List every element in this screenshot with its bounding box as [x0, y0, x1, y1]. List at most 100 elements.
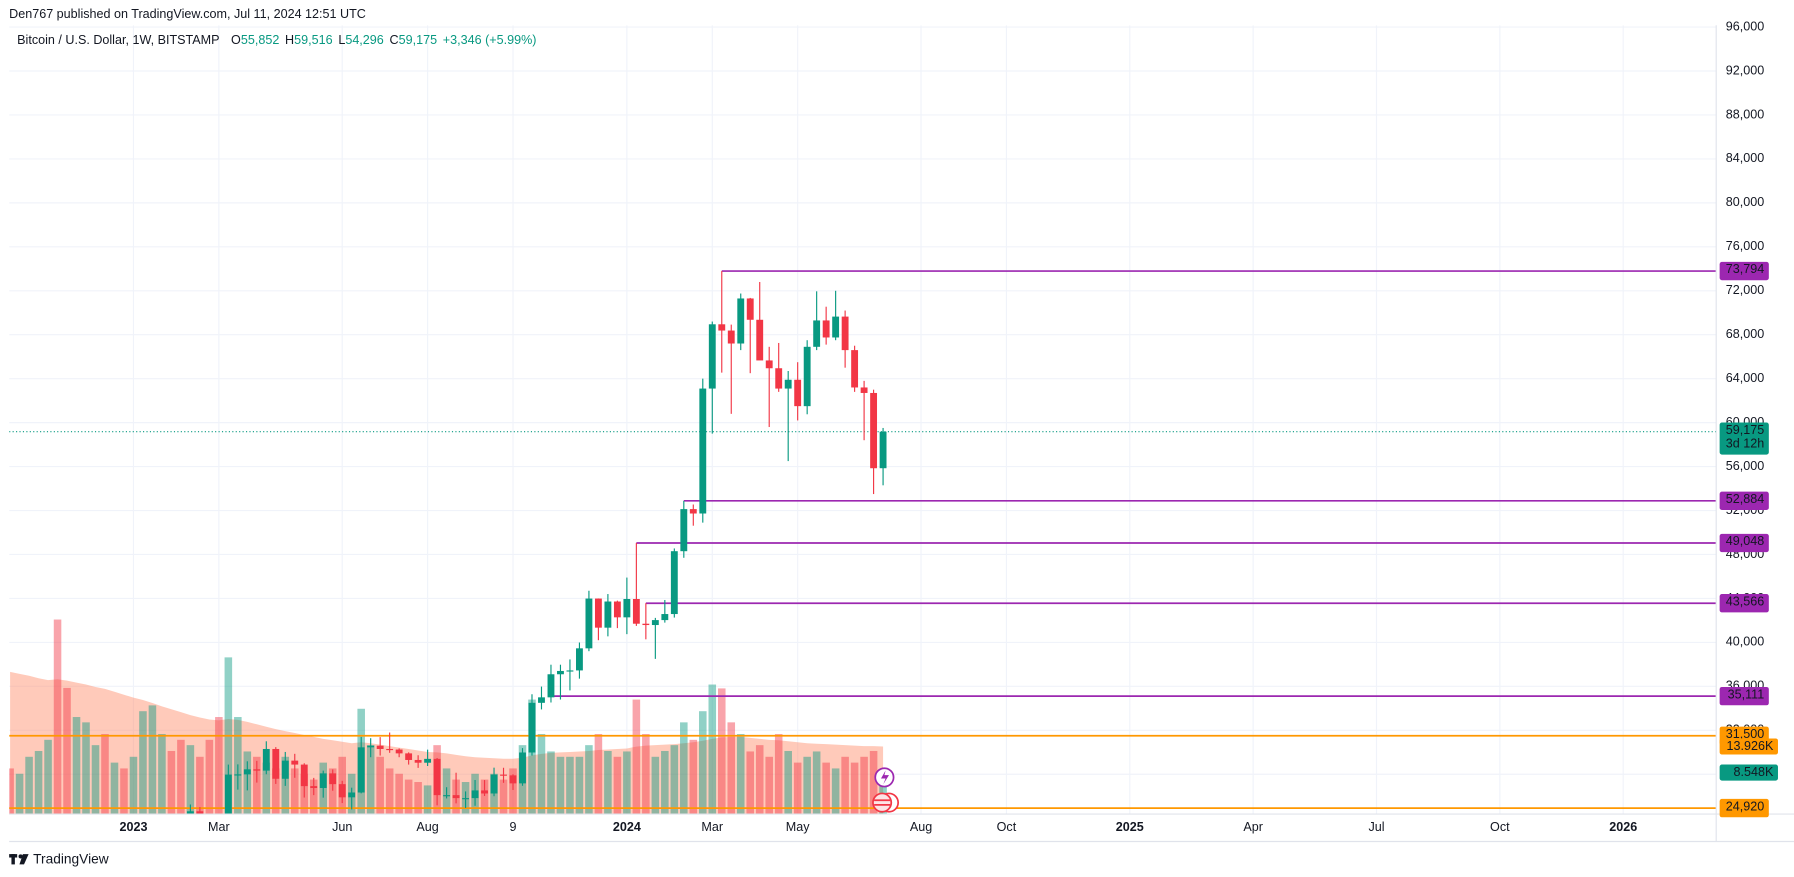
- candle-body: [765, 360, 773, 369]
- volume-bar: [784, 750, 792, 815]
- level-box: [1719, 261, 1769, 281]
- x-tick-label: Oct: [1490, 820, 1510, 834]
- candle-body: [338, 784, 346, 798]
- volume-bar: [736, 734, 745, 815]
- ohlc-value: 55,852: [241, 34, 279, 48]
- footer-brand: TradingView: [33, 851, 109, 866]
- volume-label: 8.548K: [1734, 765, 1774, 779]
- ohlc-letter: H: [285, 34, 294, 48]
- symbol: Bitcoin / U.S. Dollar, 1W, BITSTAMP: [17, 34, 219, 48]
- volume-bar: [15, 773, 24, 815]
- volume-bar: [869, 750, 878, 815]
- y-tick-label: 84,000: [1726, 151, 1764, 165]
- level-label: 49,048: [1726, 534, 1764, 548]
- x-tick-label: May: [786, 820, 810, 834]
- candle-body: [623, 598, 631, 618]
- logo-part: [18, 854, 23, 859]
- ohlc-value: 59,175: [399, 34, 437, 48]
- level-box: [1719, 686, 1769, 706]
- volume-bar: [831, 768, 840, 815]
- candle-body: [784, 379, 792, 389]
- candle-body: [775, 368, 783, 389]
- candle-body: [642, 623, 650, 626]
- candle-body: [376, 745, 384, 749]
- volume-bar: [328, 768, 337, 815]
- volume-bar: [575, 756, 584, 815]
- x-tick-label: Aug: [910, 820, 932, 834]
- volume-bar: [528, 699, 536, 815]
- candle-body: [632, 598, 640, 624]
- x-tick-label: 2023: [119, 820, 147, 834]
- volume-bar: [376, 756, 384, 815]
- current-price-box: [1719, 422, 1769, 455]
- candle-body: [424, 758, 432, 763]
- current-price-label: 3d 12h: [1726, 437, 1764, 451]
- volume-bar: [404, 779, 413, 815]
- current-price-label: 59,175: [1726, 423, 1764, 437]
- volume-bar: [385, 768, 394, 815]
- volume-bar: [623, 751, 631, 815]
- volume-bar: [158, 734, 166, 815]
- candle-body: [433, 758, 441, 796]
- footer-logo: [9, 854, 29, 865]
- candle-body: [756, 319, 764, 361]
- volume-bar: [395, 773, 403, 815]
- candle-body: [813, 320, 821, 347]
- candle-body: [851, 350, 859, 388]
- volume-bar: [670, 745, 679, 815]
- volume-bar: [755, 745, 764, 815]
- x-tick-label: Apr: [1243, 820, 1263, 834]
- candle-body: [367, 745, 375, 748]
- y-tick-label: 92,000: [1726, 63, 1764, 77]
- volume-bar: [186, 745, 195, 815]
- volume-bar: [727, 722, 736, 815]
- volume-bar: [82, 722, 90, 815]
- volume-bar: [642, 734, 650, 815]
- candle-body: [803, 346, 811, 407]
- volume-bar: [139, 711, 147, 815]
- y-tick-label: 80,000: [1726, 195, 1764, 209]
- logo-part: [11, 854, 15, 865]
- candle-body: [452, 795, 460, 799]
- candle-body: [557, 670, 564, 675]
- volume-bar: [9, 768, 14, 815]
- candle-body: [405, 753, 413, 760]
- volume-bar: [205, 739, 214, 815]
- candle-body: [490, 774, 498, 794]
- plot-area: [9, 25, 1717, 815]
- volume-bar: [196, 756, 204, 815]
- candle-body: [699, 388, 707, 514]
- event-icons: [872, 767, 900, 813]
- candle-body: [718, 324, 726, 331]
- volume-bar: [860, 756, 868, 815]
- candle-body: [272, 748, 280, 779]
- candle-body: [319, 773, 327, 788]
- level-box: [1719, 491, 1769, 510]
- volume-bar: [215, 717, 223, 815]
- candle-body: [500, 774, 507, 776]
- volume-bar: [499, 779, 508, 815]
- volume-bar: [480, 779, 489, 815]
- volume-bar: [632, 699, 641, 815]
- volume-bar: [262, 762, 271, 815]
- volume-bar: [774, 734, 783, 815]
- candle-body: [538, 697, 545, 703]
- level-box: [1719, 594, 1769, 613]
- volume-bar: [661, 750, 669, 815]
- candle-body: [794, 379, 802, 407]
- candle-body: [310, 786, 318, 788]
- volume-bar: [793, 762, 802, 815]
- volume-bar: [129, 756, 138, 815]
- volume-bar: [177, 739, 185, 815]
- volume-bar: [680, 722, 688, 815]
- candle-body: [604, 601, 612, 628]
- candle-body: [651, 620, 659, 626]
- axes: 28,00032,00036,00040,00044,00048,00052,0…: [119, 19, 1778, 834]
- legend: Bitcoin / U.S. Dollar, 1W, BITSTAMP O55,…: [17, 34, 536, 48]
- x-tick-label: Mar: [701, 820, 723, 834]
- volume-bar: [72, 717, 81, 815]
- candle-body: [528, 702, 536, 753]
- ohlc-letter: C: [390, 34, 399, 48]
- y-tick-label: 88,000: [1726, 107, 1764, 121]
